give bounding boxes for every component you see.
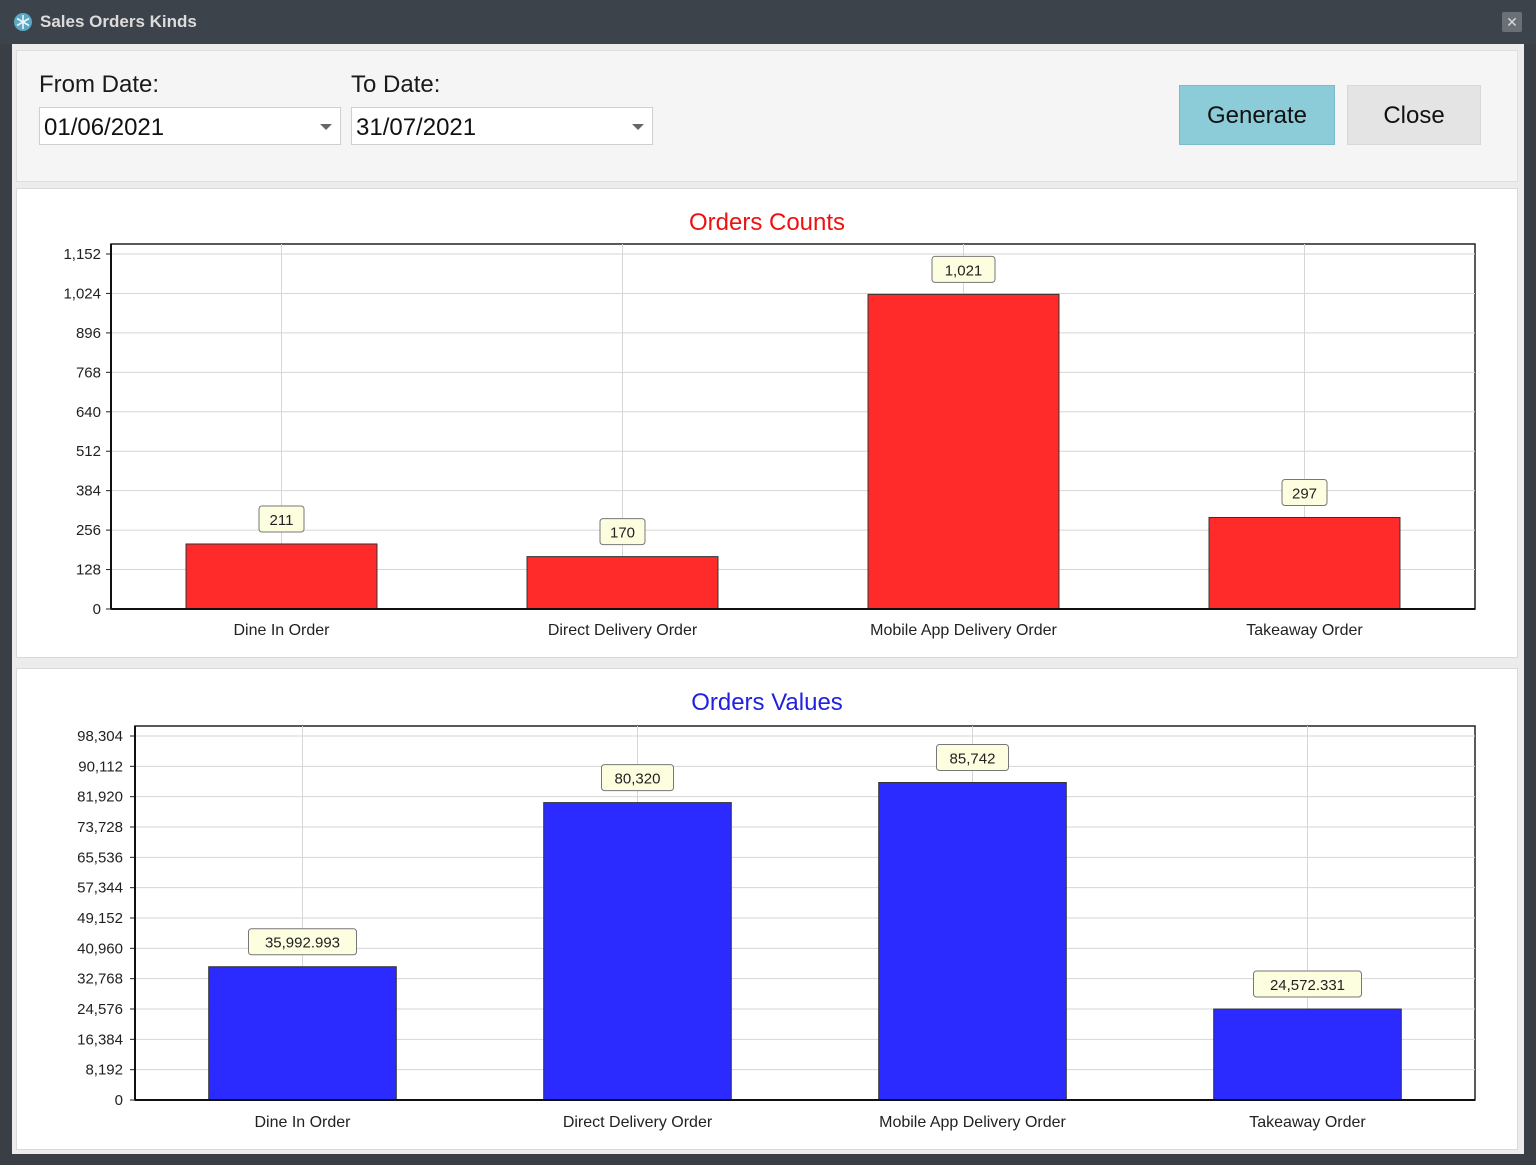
y-tick-label: 1,152 [63, 246, 101, 263]
x-tick-label: Dine In Order [254, 1114, 351, 1131]
data-label-box [601, 764, 674, 792]
y-tick-label: 57,344 [77, 880, 123, 897]
y-tick-label: 640 [76, 404, 101, 421]
bar [543, 802, 732, 1101]
y-tick-label: 32,768 [77, 971, 123, 988]
data-label-box [248, 928, 357, 956]
y-tick-label: 81,920 [77, 789, 123, 806]
data-label: 24,572.331 [1270, 977, 1345, 994]
chevron-down-icon[interactable] [632, 124, 644, 130]
x-tick-label: Takeaway Order [1246, 622, 1363, 639]
orders-counts-chart: Orders Counts 0 128 256 384 512 640 768 896 1,024… [63, 209, 1476, 639]
data-label-box [931, 255, 996, 283]
y-tick-label: 0 [93, 601, 101, 618]
bar [526, 556, 719, 610]
y-tick-label: 65,536 [77, 849, 123, 866]
bar [1208, 516, 1401, 610]
y-tick-label: 0 [115, 1092, 123, 1109]
orders-values-panel: Orders Values 0 8,192 16,384 24,576 32,768 40,… [16, 668, 1518, 1150]
bar [878, 782, 1067, 1101]
generate-button[interactable]: Generate [1179, 85, 1335, 145]
chart-title: Orders Values [691, 689, 843, 716]
bar [208, 966, 397, 1101]
window-title: Sales Orders Kinds [40, 12, 197, 31]
data-label: 297 [1292, 485, 1317, 502]
data-label-box [599, 518, 646, 546]
y-tick-label: 128 [76, 562, 101, 579]
window-close-icon[interactable]: ✕ [1502, 12, 1522, 32]
x-tick-label: Mobile App Delivery Order [879, 1114, 1066, 1131]
close-button[interactable]: Close [1347, 85, 1481, 145]
orders-values-chart: Orders Values 0 8,192 16,384 24,576 32,768 40,… [77, 689, 1476, 1131]
y-tick-label: 8,192 [85, 1062, 123, 1079]
y-tick-label: 1,024 [63, 285, 101, 302]
y-tick-label: 16,384 [77, 1031, 123, 1048]
data-label: 35,992.993 [265, 935, 340, 952]
y-tick-label: 896 [76, 325, 101, 342]
y-tick-label: 768 [76, 364, 101, 381]
y-tick-label: 73,728 [77, 819, 123, 836]
data-label: 170 [610, 525, 635, 542]
bar [185, 543, 378, 610]
bar [1213, 1008, 1402, 1101]
to-date-value: 31/07/2021 [356, 114, 477, 141]
chart-title: Orders Counts [689, 209, 845, 236]
x-tick-label: Takeaway Order [1249, 1114, 1366, 1131]
to-date-picker[interactable]: 31/07/2021 [351, 107, 653, 145]
y-tick-label: 90,112 [78, 758, 123, 775]
window-content: From Date: 01/06/2021 To Date: 31/07/202… [12, 44, 1524, 1154]
filter-panel: From Date: 01/06/2021 To Date: 31/07/202… [16, 50, 1518, 182]
data-label: 80,320 [615, 771, 661, 788]
data-label-box [936, 744, 1009, 772]
y-tick-label: 40,960 [77, 940, 123, 957]
from-date-picker[interactable]: 01/06/2021 [39, 107, 341, 145]
y-tick-label: 384 [76, 483, 101, 500]
x-tick-label: Direct Delivery Order [548, 622, 698, 639]
to-date-label: To Date: [351, 71, 441, 98]
y-tick-label: 24,576 [77, 1001, 123, 1018]
from-date-label: From Date: [39, 71, 160, 98]
title-bar: Sales Orders Kinds ✕ [0, 0, 1536, 44]
x-tick-label: Mobile App Delivery Order [870, 622, 1057, 639]
bar [867, 293, 1060, 610]
data-label-box [1281, 478, 1328, 506]
from-date-value: 01/06/2021 [44, 114, 165, 141]
y-tick-label: 512 [76, 443, 101, 460]
data-label: 211 [270, 512, 294, 529]
x-tick-label: Direct Delivery Order [563, 1114, 713, 1131]
chevron-down-icon[interactable] [320, 124, 332, 130]
y-tick-label: 98,304 [77, 728, 123, 745]
orders-counts-panel: Orders Counts 0 128 256 384 512 640 768 896 1,024… [16, 188, 1518, 658]
data-label: 1,021 [945, 262, 983, 279]
data-label-box [258, 505, 305, 533]
y-tick-label: 49,152 [77, 910, 123, 927]
app-snowflake-icon [14, 13, 32, 31]
y-tick-label: 256 [76, 522, 101, 539]
data-label-box [1253, 970, 1362, 998]
x-tick-label: Dine In Order [233, 622, 330, 639]
data-label: 85,742 [950, 751, 996, 768]
